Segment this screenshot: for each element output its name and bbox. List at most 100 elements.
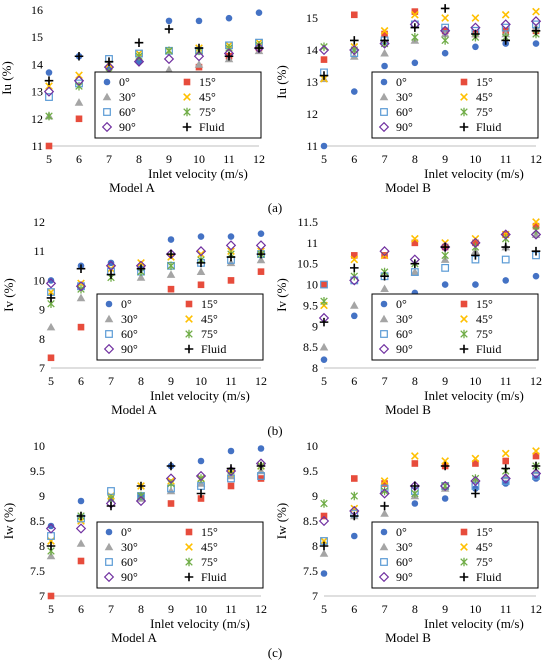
data-point-1 <box>47 354 55 362</box>
data-point-2 <box>319 342 329 351</box>
data-point-3 <box>501 10 510 19</box>
legend-label-7: Fluid <box>201 342 226 356</box>
data-point-5 <box>197 474 205 483</box>
legend-marker-0 <box>380 300 388 308</box>
x-tick-label: 9 <box>168 374 174 388</box>
data-point-6 <box>439 25 451 36</box>
data-point-3 <box>380 477 389 485</box>
legend-label-0: 0° <box>396 297 407 311</box>
data-point-6 <box>133 56 145 67</box>
data-point-4 <box>501 477 510 485</box>
data-point-5 <box>77 284 85 294</box>
data-point-7 <box>134 38 144 47</box>
data-point-5 <box>471 474 480 483</box>
x-tick-label: 12 <box>530 374 542 388</box>
data-point-3 <box>471 454 480 463</box>
data-point-2 <box>196 267 206 275</box>
data-point-0 <box>320 570 328 577</box>
data-point-7 <box>501 36 511 45</box>
data-point-2 <box>256 255 266 264</box>
legend-marker-2 <box>379 542 389 551</box>
legend-label-7: Fluid <box>476 342 501 356</box>
data-point-0 <box>411 500 419 507</box>
data-point-1 <box>227 482 235 490</box>
data-point-7 <box>106 270 116 279</box>
data-point-3 <box>197 250 205 258</box>
legend-marker-1 <box>183 78 191 86</box>
y-tick-label: 9.5 <box>303 298 318 312</box>
data-point-6 <box>470 237 481 249</box>
data-point-7 <box>226 252 236 262</box>
data-point-7 <box>501 464 511 473</box>
data-point-1 <box>381 30 388 38</box>
data-point-4 <box>410 268 419 276</box>
legend-label-6: 90° <box>121 342 138 356</box>
legend-marker-3 <box>185 315 193 323</box>
data-point-1 <box>411 8 419 15</box>
data-point-3 <box>532 218 540 226</box>
y-axis-label: Iw (%) <box>1 503 16 539</box>
legend-marker-5 <box>183 107 191 117</box>
data-point-0 <box>225 14 233 22</box>
data-point-6 <box>73 75 85 86</box>
legend-marker-6 <box>378 571 390 583</box>
data-point-3 <box>471 14 480 22</box>
legend-label-5: 75° <box>476 555 493 569</box>
legend-label-0: 0° <box>121 525 132 539</box>
data-point-4 <box>320 280 328 289</box>
data-point-7 <box>501 242 511 252</box>
y-tick-label: 12 <box>306 107 318 121</box>
data-point-7 <box>349 36 359 45</box>
y-tick-label: 9.5 <box>303 464 318 478</box>
legend-marker-0 <box>380 78 388 86</box>
data-point-6 <box>135 495 147 507</box>
x-tick-label: 8 <box>412 374 418 388</box>
x-tick-label: 7 <box>382 152 388 166</box>
legend-label-7: Fluid <box>199 120 224 134</box>
data-point-0 <box>441 49 449 57</box>
data-point-2 <box>166 270 176 278</box>
legend-marker-1 <box>185 300 193 308</box>
legend-marker-7 <box>184 572 194 582</box>
legend-marker-4 <box>380 330 388 338</box>
data-point-6 <box>255 240 267 251</box>
data-point-0 <box>441 495 449 502</box>
data-point-3 <box>532 447 540 455</box>
data-point-5 <box>320 499 328 508</box>
data-point-6 <box>379 246 390 257</box>
legend-marker-6 <box>378 121 390 133</box>
y-axis-label: Iv (%) <box>1 278 16 312</box>
legend-marker-2 <box>102 92 112 101</box>
data-point-2 <box>380 509 389 517</box>
data-point-1 <box>257 475 265 482</box>
legend-marker-3 <box>185 543 193 551</box>
x-tick-label: 10 <box>469 602 481 616</box>
data-point-6 <box>349 275 360 286</box>
data-point-6 <box>530 16 542 27</box>
data-point-3 <box>45 82 53 91</box>
legend-label-2: 30° <box>119 90 136 104</box>
y-axis-label: Iv (%) <box>274 278 289 312</box>
data-point-7 <box>106 501 116 511</box>
x-axis-label: Inlet velocity (m/s) <box>424 388 524 403</box>
data-point-2 <box>226 258 236 267</box>
data-point-6 <box>500 229 511 240</box>
data-point-7 <box>349 263 359 273</box>
data-point-1 <box>411 460 419 467</box>
data-point-7 <box>380 271 389 281</box>
data-point-6 <box>163 53 175 65</box>
legend-label-0: 0° <box>121 297 132 311</box>
data-point-0 <box>320 356 328 363</box>
data-point-1 <box>381 480 388 487</box>
data-point-6 <box>103 61 115 73</box>
data-point-1 <box>472 460 479 467</box>
data-point-0 <box>472 43 479 51</box>
legend-label-7: Fluid <box>476 570 501 584</box>
model-label: Model A <box>111 402 157 417</box>
x-tick-label: 11 <box>500 152 512 166</box>
legend-label-2: 30° <box>396 90 413 104</box>
x-tick-label: 8 <box>412 602 418 616</box>
data-point-1 <box>197 495 205 502</box>
